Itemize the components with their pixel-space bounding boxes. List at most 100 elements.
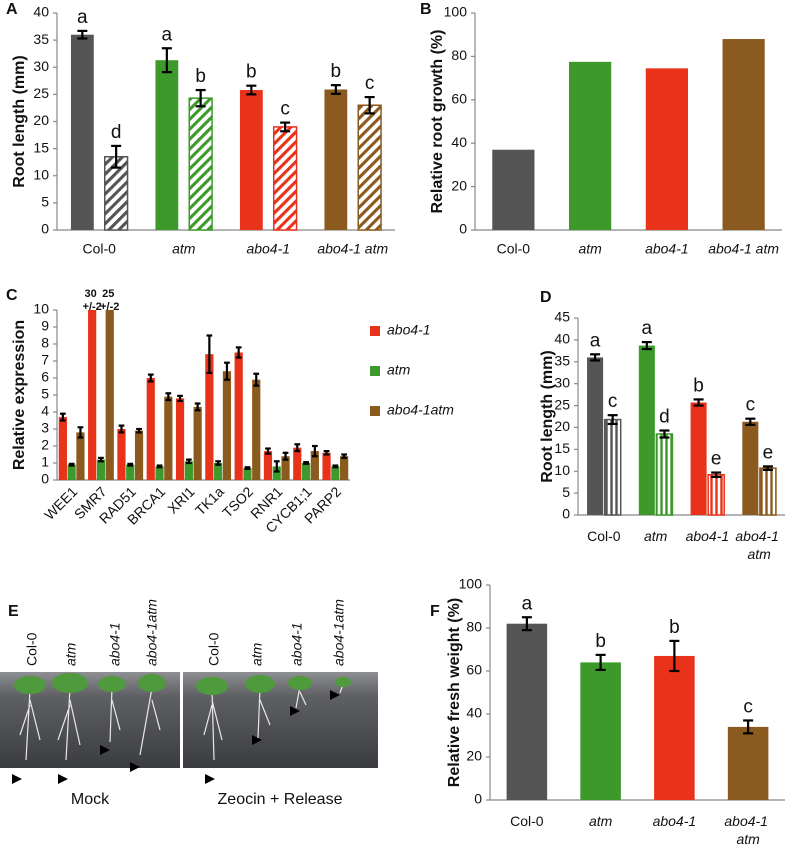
y-tick-label: 30 xyxy=(554,374,570,390)
error-bar xyxy=(323,450,330,456)
bar xyxy=(340,456,349,480)
error-bar xyxy=(641,340,652,351)
genotype-labels: Col-0 atm abo4-1 abo4-1atm Col-0 atm abo4-1 abo… xyxy=(24,599,347,666)
significance-letter: b xyxy=(246,62,257,83)
genotype-label: Col-0 xyxy=(24,632,40,666)
error-bar xyxy=(280,121,291,133)
y-tick-label: 7 xyxy=(41,352,49,368)
significance-letter: b xyxy=(595,631,606,652)
panel-chart: F Relative fresh weight (%) 0 20 40 60 80 100 Co… xyxy=(430,576,785,847)
y-tick-label: 0 xyxy=(41,471,49,487)
genotype-label: Col-0 xyxy=(206,632,222,666)
error-bar xyxy=(669,639,680,673)
bar xyxy=(234,352,243,480)
x-tick-label: atm xyxy=(172,241,196,257)
bar xyxy=(164,396,173,480)
y-tick-label: 2 xyxy=(41,437,49,453)
bar xyxy=(293,447,302,480)
y-tick-label: 9 xyxy=(41,318,49,334)
error-bar xyxy=(177,394,183,403)
significance-letter: a xyxy=(642,318,653,339)
significance-letter: c xyxy=(608,391,618,412)
genotype-label: atm xyxy=(249,642,265,666)
y-axis-label: Relative fresh weight (%) xyxy=(446,598,463,787)
error-bar xyxy=(68,462,75,467)
bar xyxy=(569,61,612,231)
bar xyxy=(188,97,213,231)
condition-label: Mock xyxy=(71,791,110,808)
bar xyxy=(654,655,695,800)
y-tick-label: 25 xyxy=(554,396,570,412)
condition-label: Zeocin + Release xyxy=(218,791,343,808)
y-tick-label: 100 xyxy=(459,576,483,592)
x-tick-label: abo4-1 xyxy=(653,813,697,829)
y-tick-label: 40 xyxy=(554,331,570,347)
x-tick-label: WEE1 xyxy=(41,483,81,523)
error-bar xyxy=(332,464,339,469)
bar xyxy=(638,345,655,515)
y-tick-label: 45 xyxy=(554,309,570,325)
significance-letter: c xyxy=(743,696,753,717)
genotype-label: abo4-1 xyxy=(107,622,123,666)
significance-letter: a xyxy=(522,593,533,614)
error-bar xyxy=(294,443,301,453)
bar xyxy=(690,402,707,515)
error-bar xyxy=(711,471,722,479)
bar xyxy=(707,473,725,516)
x-tick-label: Col-0 xyxy=(587,528,621,544)
x-tick-label: atm xyxy=(589,813,613,829)
bar xyxy=(742,421,759,515)
error-bar xyxy=(595,653,606,672)
x-tick-label: Col-0 xyxy=(497,241,531,257)
error-bar xyxy=(341,453,348,459)
significance-letter: c xyxy=(746,395,756,416)
panel-label: A xyxy=(6,1,18,18)
genotype-label: abo4-1 xyxy=(289,622,305,666)
significance-letter: b xyxy=(195,66,206,87)
significance-letter: e xyxy=(763,442,774,463)
error-bar xyxy=(98,456,104,463)
x-tick-label: abo4-1 xyxy=(686,528,730,544)
error-bar xyxy=(303,461,309,465)
bar xyxy=(331,466,340,480)
y-tick-label: 0 xyxy=(459,221,467,237)
error-bar xyxy=(265,447,271,455)
panel-chart: D Root length (mm) 0 5 10 15 20 25 30 35 40 45 Col-0… xyxy=(539,289,785,562)
x-tick-label: abo4-1 xyxy=(645,241,689,257)
bar xyxy=(263,451,273,480)
error-bar xyxy=(147,373,154,383)
bar xyxy=(310,451,319,480)
y-tick-label: 35 xyxy=(554,352,570,368)
error-bar xyxy=(743,719,754,735)
x-tick-label: abo4-1 atm xyxy=(724,813,771,847)
error-bar xyxy=(246,84,257,96)
error-bar xyxy=(77,29,88,40)
bar xyxy=(587,357,604,515)
bar xyxy=(67,464,76,480)
error-bar xyxy=(659,429,670,439)
error-bar xyxy=(364,95,375,115)
significance-letter: d xyxy=(111,122,122,143)
error-bar xyxy=(745,417,756,426)
bar xyxy=(134,430,144,480)
y-tick-label: 100 xyxy=(444,4,468,20)
y-tick-label: 20 xyxy=(451,177,467,193)
bar xyxy=(96,459,106,480)
bar xyxy=(184,461,193,480)
bar xyxy=(272,466,281,480)
y-tick-label: 8 xyxy=(41,335,49,351)
y-tick-label: 0 xyxy=(474,791,482,807)
y-tick-label: 30 xyxy=(33,58,49,74)
x-tick-label: XRI1 xyxy=(164,483,197,516)
legend-swatch xyxy=(370,326,380,336)
error-bar xyxy=(330,84,341,95)
bar xyxy=(322,452,331,480)
y-tick-label: 35 xyxy=(33,31,49,47)
significance-letter: a xyxy=(77,7,88,28)
legend-label: atm xyxy=(387,362,411,378)
y-tick-label: 5 xyxy=(41,386,49,402)
error-bar xyxy=(206,334,213,374)
bar xyxy=(205,354,214,480)
